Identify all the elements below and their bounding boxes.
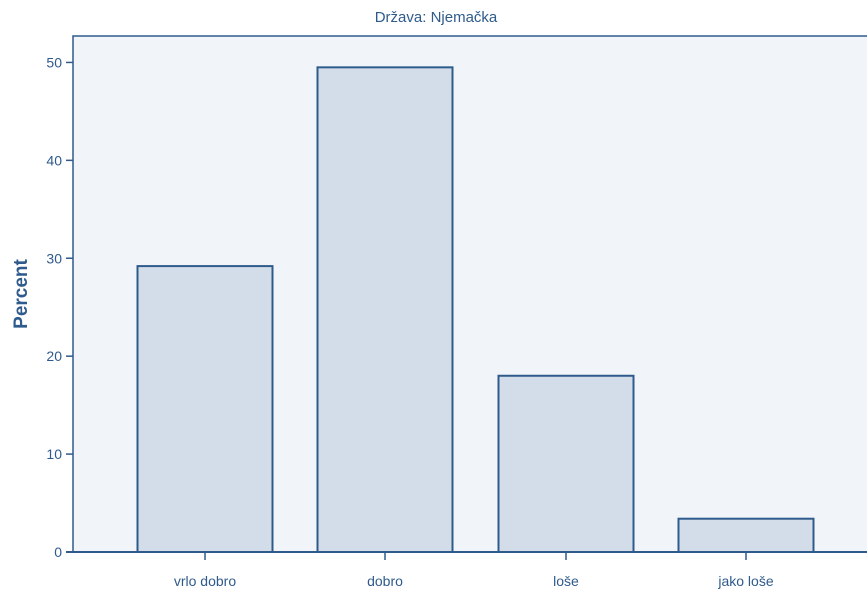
- y-tick-label: 10: [46, 446, 62, 462]
- bar-loše: [497, 374, 635, 553]
- bar-vrlo-dobro: [136, 265, 274, 553]
- y-axis-label: Percent: [11, 258, 32, 328]
- x-tick-label: vrlo dobro: [174, 573, 236, 589]
- chart-title: Država: Njemačka: [375, 9, 498, 26]
- bar-dobro: [316, 66, 454, 554]
- y-tick-label: 50: [46, 54, 62, 70]
- y-tick-label: 0: [54, 544, 62, 560]
- x-tick-label: dobro: [367, 573, 403, 589]
- bar-jako-loše: [677, 517, 815, 553]
- y-tick-label: 20: [46, 348, 62, 364]
- x-tick-label: loše: [553, 573, 579, 589]
- y-tick-label: 40: [46, 152, 62, 168]
- x-tick-label: jako loše: [717, 573, 773, 589]
- y-tick-label: 30: [46, 250, 62, 266]
